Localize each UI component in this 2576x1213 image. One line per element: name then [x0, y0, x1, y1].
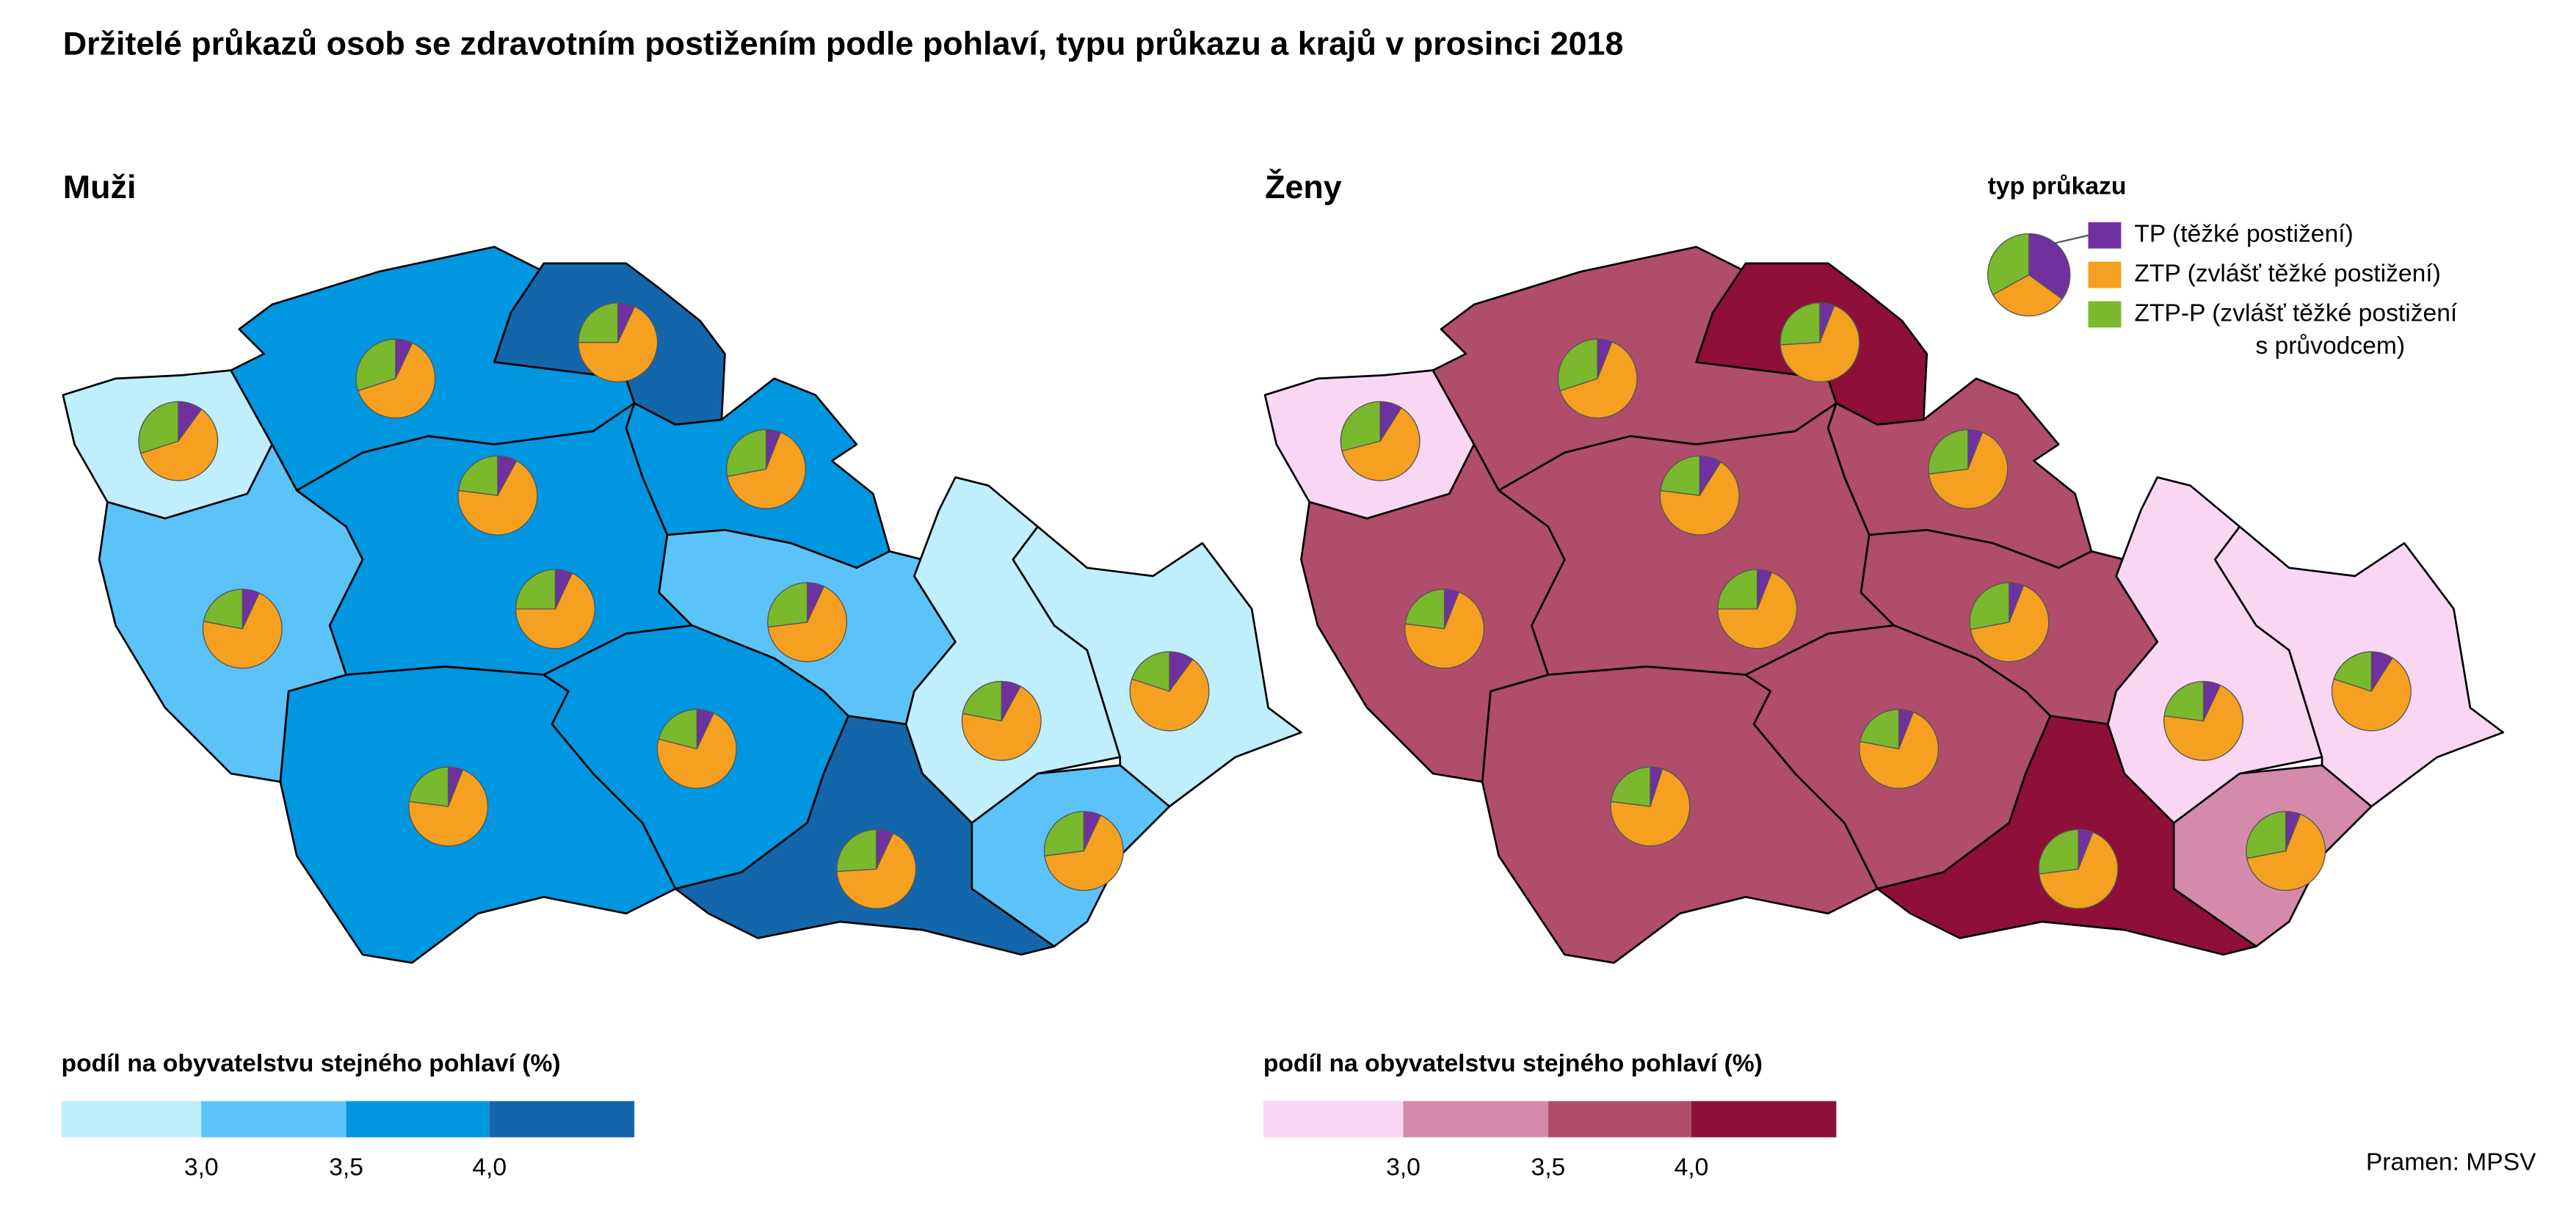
pie-slice	[1928, 429, 1969, 475]
legend-title: podíl na obyvatelstvu stejného pohlaví (…	[62, 1050, 561, 1077]
pie-slice	[515, 572, 595, 649]
legend-tick-label: 3,5	[329, 1154, 363, 1181]
pie-slice	[578, 302, 619, 343]
pie-legend-swatch	[2088, 301, 2122, 328]
pie-slice	[1404, 591, 1485, 669]
pie-slice	[726, 429, 767, 478]
pie-slice	[2163, 684, 2244, 761]
pie-slice	[1992, 274, 2064, 317]
pie-slice	[1859, 709, 1900, 750]
pie-slice	[203, 589, 243, 630]
pie-slice	[1969, 582, 2010, 630]
pie-slice	[1717, 571, 1798, 649]
pie-slice	[1044, 814, 1124, 892]
legend-tick-label: 4,0	[472, 1154, 507, 1181]
pie-slice	[1779, 305, 1860, 382]
pie-slice	[1779, 302, 1821, 346]
pie-slice	[1129, 658, 1210, 732]
pie-legend-swatch	[2088, 222, 2122, 249]
pie-slice	[457, 455, 498, 496]
pie-legend-title: typ průkazu	[1988, 173, 2127, 200]
legend-swatch	[1548, 1101, 1692, 1137]
pie-slice	[2163, 680, 2205, 722]
pie-slice	[961, 685, 1042, 761]
pie-slice	[1859, 711, 1940, 789]
legend-swatch	[61, 1101, 202, 1137]
legend-swatch	[489, 1101, 635, 1137]
pie-slice	[1717, 569, 1758, 610]
legend-swatch	[201, 1101, 347, 1137]
pie-slice	[767, 586, 848, 663]
legend-swatch	[1403, 1101, 1548, 1137]
figure-title: Držitelé průkazů osob se zdravotním post…	[63, 25, 1624, 62]
pie-slice	[2246, 811, 2287, 859]
pie-slice	[202, 592, 283, 669]
pie-slice	[1559, 340, 1638, 419]
panel-title: Ženy	[1265, 168, 1342, 205]
pie-slice	[1341, 407, 1421, 481]
pie-slice	[1610, 766, 1651, 807]
layer: Muži podíl na obyvatelstvu stejného pohla…	[61, 168, 2505, 1181]
pie-legend-label: TP (těžké postižení)	[2134, 221, 2353, 248]
pie-slice	[578, 305, 658, 383]
pie-slice	[767, 582, 808, 628]
pie-slice	[2028, 233, 2071, 300]
pie-slice	[457, 460, 538, 536]
pie-slice	[515, 569, 556, 610]
pie-slice	[658, 709, 697, 750]
pie-slice	[1340, 401, 1381, 452]
pie-slice	[138, 401, 179, 454]
pie-slice	[2333, 651, 2372, 692]
source: Pramen: MPSV	[2366, 1149, 2536, 1176]
legend-tick-label: 3,0	[184, 1154, 219, 1181]
pie-slice	[139, 408, 219, 481]
pie-slice	[1970, 584, 2050, 663]
pie-slice	[357, 342, 436, 419]
legend-title: podíl na obyvatelstvu stejného pohlaví (…	[1263, 1050, 1763, 1077]
legend-swatch	[1263, 1101, 1404, 1137]
pie-slice	[1659, 461, 1740, 536]
pie-slice	[962, 680, 1002, 722]
pie-slice	[1610, 768, 1691, 847]
pie-slice	[408, 769, 489, 847]
legend-tick-label: 4,0	[1675, 1154, 1709, 1181]
pie-legend-label: ZTP (zvlášť těžké postižení)	[2134, 260, 2441, 287]
legend-swatch	[1691, 1101, 1837, 1137]
pie-slice	[355, 338, 396, 392]
legend-swatch	[346, 1101, 490, 1137]
pie-slice	[836, 832, 917, 909]
pie-slice	[2246, 813, 2326, 892]
pie-legend-swatch	[2088, 261, 2122, 288]
pie-slice	[1557, 338, 1598, 392]
pie-slice	[1928, 431, 2009, 509]
pie-slice	[1043, 811, 1085, 857]
pie-slice	[2038, 831, 2119, 909]
pie-slice	[1404, 589, 1445, 630]
pie-slice	[1131, 651, 1170, 692]
panel-title: Muži	[63, 168, 137, 205]
pie-slice	[2038, 828, 2079, 875]
pie-slice	[1987, 233, 2030, 296]
pie-legend-label: s průvodcem)	[2255, 332, 2405, 360]
pie-slice	[1660, 455, 1700, 496]
legend-tick-label: 3,0	[1386, 1154, 1421, 1181]
pie-slice	[408, 766, 449, 807]
legend-tick-label: 3,5	[1531, 1154, 1565, 1181]
pie-slice	[2331, 657, 2412, 732]
pie-slice	[726, 431, 806, 509]
pie-slice	[656, 712, 737, 790]
pie-legend-label: ZTP-P (zvlášť těžké postižení	[2134, 299, 2458, 327]
pie-slice	[836, 828, 877, 873]
